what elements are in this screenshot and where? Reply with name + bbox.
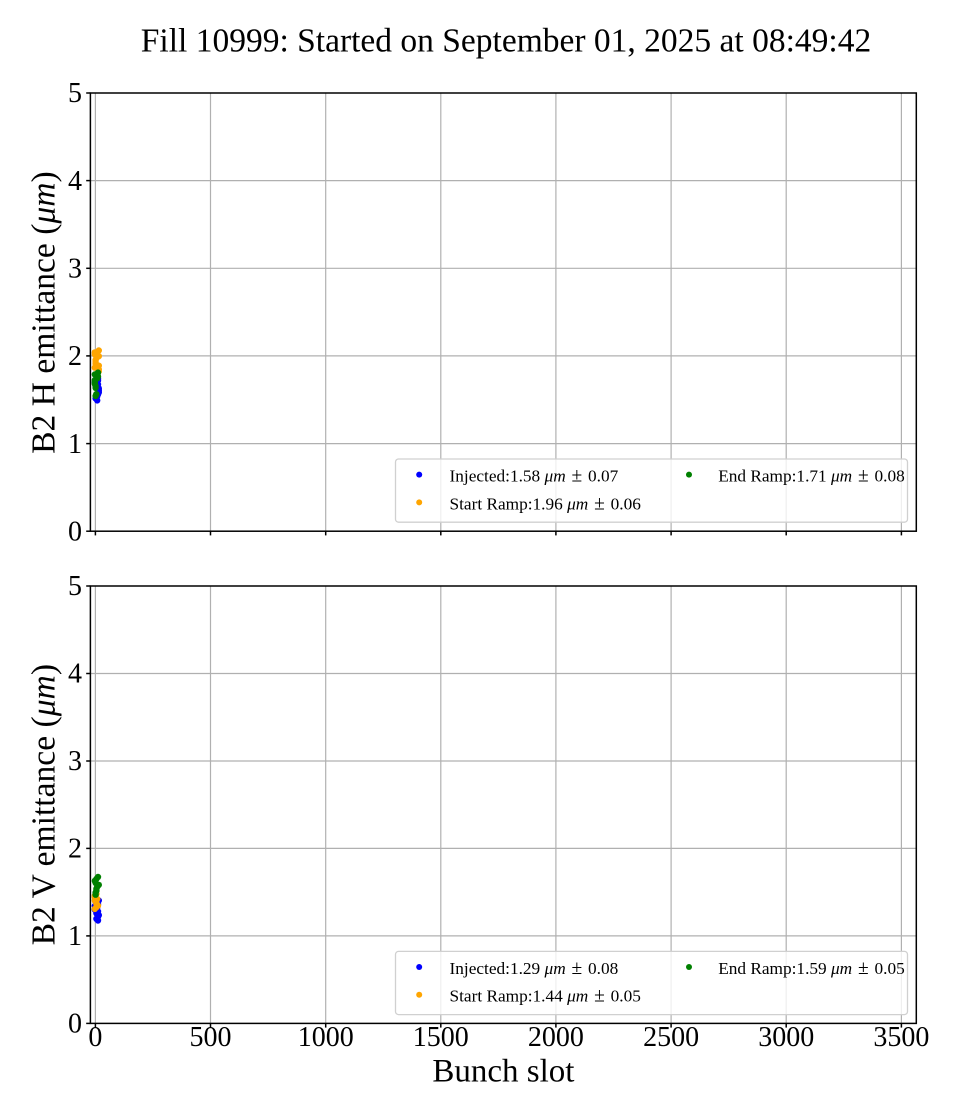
svg-text:2: 2 — [68, 834, 82, 865]
svg-text:2000: 2000 — [528, 1022, 584, 1053]
svg-text:3: 3 — [68, 254, 82, 285]
svg-text:4: 4 — [68, 659, 82, 690]
svg-text:3000: 3000 — [758, 1022, 814, 1053]
svg-text:0: 0 — [68, 516, 82, 547]
svg-text:1500: 1500 — [413, 1022, 469, 1053]
svg-text:End Ramp:1.59 μm ± 0.05: End Ramp:1.59 μm ± 0.05 — [718, 958, 905, 979]
svg-text:1: 1 — [68, 921, 82, 952]
svg-text:1000: 1000 — [298, 1022, 354, 1053]
svg-text:Bunch slot: Bunch slot — [432, 1054, 574, 1090]
svg-text:5: 5 — [68, 78, 82, 109]
svg-text:3500: 3500 — [873, 1022, 929, 1053]
svg-text:4: 4 — [68, 166, 82, 197]
svg-text:Injected:1.58 μm ± 0.07: Injected:1.58 μm ± 0.07 — [450, 466, 619, 487]
svg-text:Injected:1.29 μm ± 0.08: Injected:1.29 μm ± 0.08 — [450, 958, 619, 979]
svg-text:2500: 2500 — [643, 1022, 699, 1053]
svg-text:0: 0 — [88, 1022, 102, 1053]
svg-text:Start Ramp:1.44 μm ± 0.05: Start Ramp:1.44 μm ± 0.05 — [450, 986, 641, 1007]
svg-text:Start Ramp:1.96 μm ± 0.06: Start Ramp:1.96 μm ± 0.06 — [450, 493, 642, 514]
svg-text:500: 500 — [190, 1022, 232, 1053]
svg-text:3: 3 — [68, 746, 82, 777]
svg-text:1: 1 — [68, 429, 82, 460]
svg-text:0: 0 — [68, 1009, 82, 1040]
svg-text:B2 V emittance (μm): B2 V emittance (μm) — [25, 664, 62, 945]
svg-text:End Ramp:1.71 μm ± 0.08: End Ramp:1.71 μm ± 0.08 — [718, 466, 905, 487]
svg-text:Fill 10999: Started on Septemb: Fill 10999: Started on September 01, 202… — [141, 23, 871, 60]
svg-text:5: 5 — [68, 571, 82, 602]
svg-text:2: 2 — [68, 341, 82, 372]
svg-text:B2 H emittance (μm): B2 H emittance (μm) — [25, 171, 62, 454]
